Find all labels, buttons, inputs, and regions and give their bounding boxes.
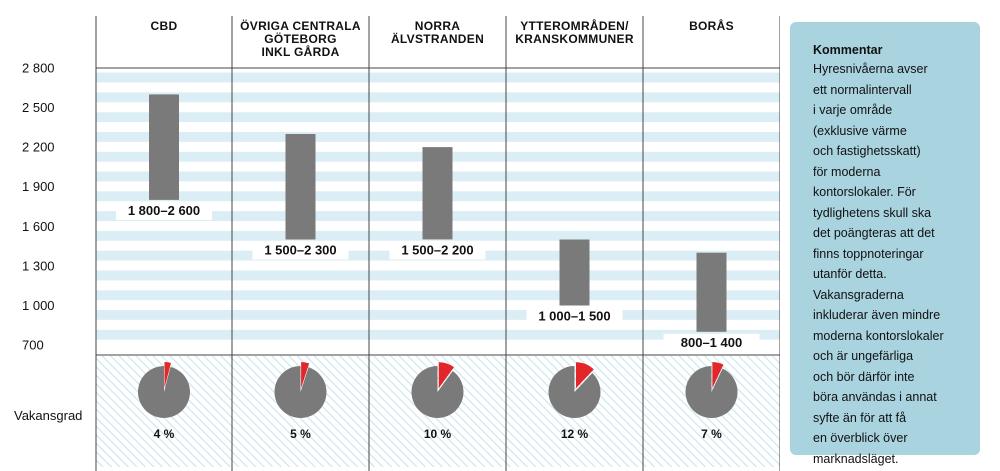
stripe	[96, 290, 780, 301]
vacancy-pie-slice	[301, 362, 310, 389]
stripe	[96, 310, 780, 320]
vacancy-pie-rest	[137, 365, 190, 418]
range-label: 800–1 400	[681, 335, 742, 350]
vacancy-label: 10 %	[424, 427, 452, 441]
vacancy-label: 7 %	[701, 427, 722, 441]
y-tick-label: 1 300	[22, 258, 55, 273]
column-header: YTTEROMRÅDEN/KRANSKOMMUNER	[515, 18, 634, 46]
y-tick-label: 700	[22, 338, 44, 353]
vacancy-pie-slice	[438, 362, 455, 389]
range-bar	[696, 252, 727, 332]
vacancy-label: 5 %	[290, 427, 311, 441]
comment-title: Kommentar	[813, 43, 883, 57]
y-tick-label: 2 200	[22, 140, 55, 155]
y-tick-label: 2 800	[22, 61, 55, 76]
column-header: CBD	[151, 19, 178, 33]
range-label-background	[389, 241, 486, 260]
range-label-background	[526, 307, 623, 326]
y-tick-label: 1 600	[22, 219, 55, 234]
stripe	[96, 270, 780, 281]
vacancy-row-label: Vakansgrad	[14, 408, 82, 423]
range-label-background	[663, 333, 760, 352]
range-bar	[422, 147, 453, 240]
vacancy-pie-rest	[274, 366, 327, 418]
y-tick-label: 1 000	[22, 298, 55, 313]
vacancy-label: 12 %	[561, 427, 589, 441]
range-label: 1 800–2 600	[128, 203, 200, 218]
vacancy-pie-slice	[575, 362, 594, 389]
stripe	[96, 72, 780, 83]
range-bar	[149, 94, 179, 200]
stripe	[96, 112, 780, 123]
vacancy-label: 4 %	[154, 427, 175, 441]
range-label-background	[252, 241, 349, 260]
stripe	[96, 329, 780, 340]
rent-range-chart: 700 1 000 1 300 1 600 1 900 2 200 2 500 2 800 C…	[14, 16, 780, 471]
range-bar	[285, 134, 316, 240]
comment-box: Kommentar Hyresnivåerna avser ett normal…	[790, 22, 980, 466]
stripe	[96, 92, 780, 103]
range-bar	[559, 239, 590, 306]
vacancy-pie-rest	[548, 366, 601, 418]
range-label: 1 500–2 300	[264, 243, 336, 258]
column-header: ÖVRIGA CENTRALA GÖTEBORG INKL GÅRDA	[240, 18, 361, 59]
range-label: 1 000–1 500	[538, 308, 610, 323]
y-axis-tick-labels: 700 1 000 1 300 1 600 1 900 2 200 2 500 2 800	[22, 61, 55, 353]
y-tick-label: 1 900	[22, 179, 55, 194]
stripe	[96, 132, 780, 142]
vacancy-pie-rest	[411, 366, 464, 419]
y-tick-label: 2 500	[22, 100, 55, 115]
range-label: 1 500–2 200	[401, 243, 473, 258]
vacancy-pie-rest	[685, 366, 738, 419]
column-header: NORRA ÄLVSTRANDEN	[391, 19, 484, 46]
range-bars: 1 800–2 600 1 500–2 300 1 500–2 200 1 000–1…	[116, 94, 760, 352]
range-label-background	[116, 201, 212, 220]
gridlines	[95, 16, 780, 471]
comment-body: Hyresnivåerna avser ett normalintervall …	[813, 62, 944, 466]
column-headers: CBD ÖVRIGA CENTRALA GÖTEBORG INKL GÅRDA NORR…	[151, 18, 734, 59]
column-header: BORÅS	[689, 18, 734, 33]
vacancy-pie-slice	[712, 362, 724, 389]
vacancy-pie-slice	[164, 362, 171, 389]
vacancy-pies: 4 % 5 % 10 % 12 % 7 %	[137, 362, 738, 441]
